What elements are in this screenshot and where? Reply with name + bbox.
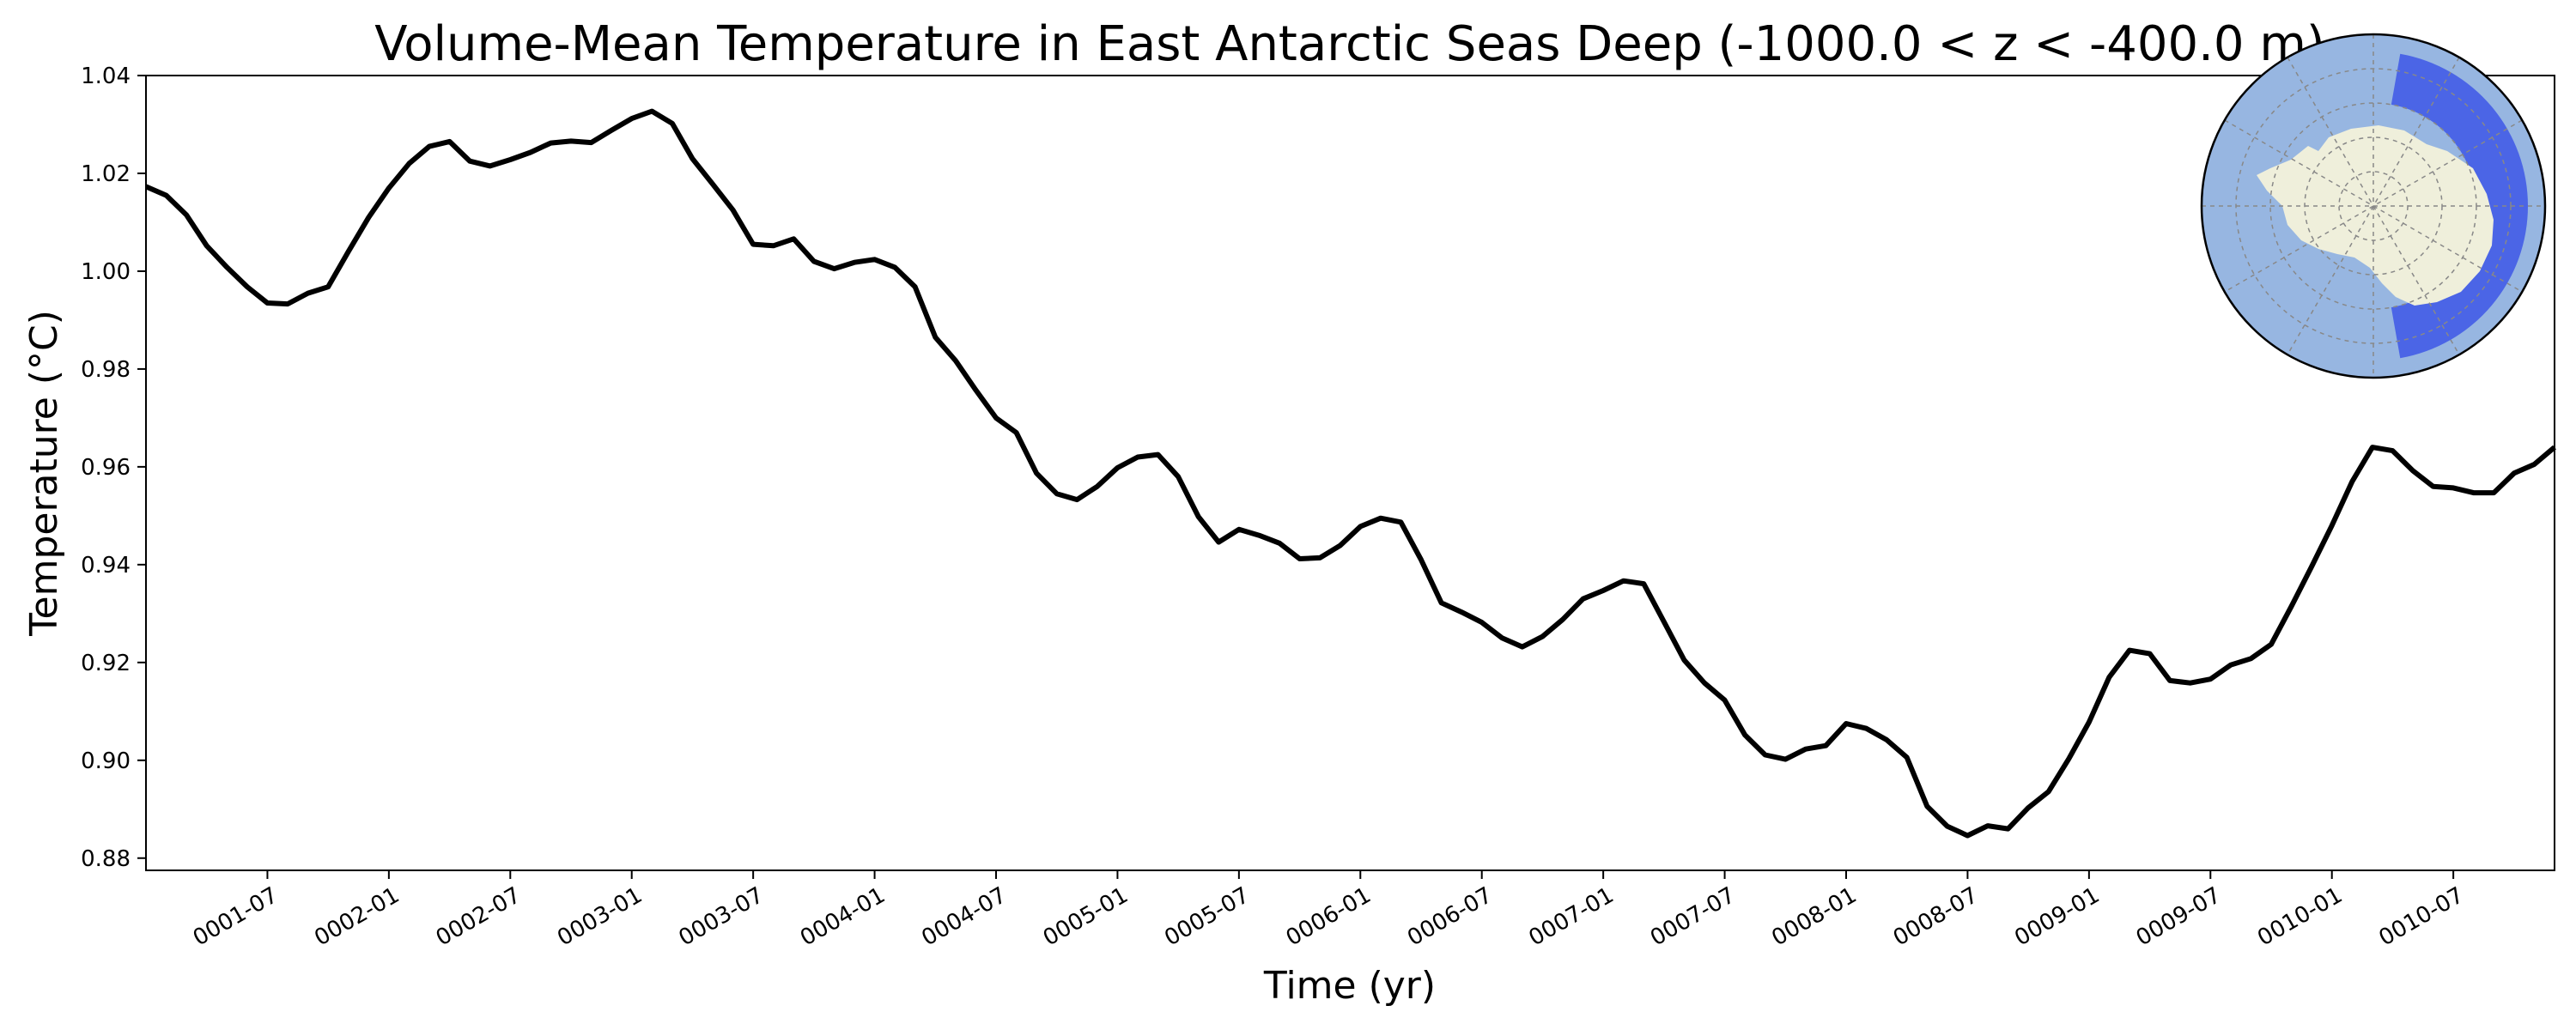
x-tick-label: 0007-01	[1525, 882, 1619, 951]
x-tick-label: 0008-07	[1889, 882, 1983, 951]
x-tick-label: 0010-01	[2253, 882, 2347, 951]
x-tick-label: 0004-07	[917, 882, 1011, 951]
x-tick-label: 0010-07	[2375, 882, 2469, 951]
x-tick-label: 0004-01	[796, 882, 890, 951]
highlighted-region	[2391, 53, 2529, 359]
y-tick-label: 1.04	[81, 64, 131, 89]
y-tick-label: 0.98	[81, 357, 131, 383]
chart-title: Volume-Mean Temperature in East Antarcti…	[374, 16, 2324, 72]
y-tick-label: 1.00	[81, 259, 131, 285]
inset-border	[2200, 33, 2547, 379]
y-tick-label: 0.94	[81, 553, 131, 579]
x-tick-label: 0007-07	[1646, 882, 1740, 951]
y-tick-label: 0.88	[81, 846, 131, 872]
plot-area: 0.88 0.90 0.92 0.94 0.96 0.98 1.00 1.02 1.04 0001…	[81, 64, 2556, 951]
y-tick-label: 1.02	[81, 161, 131, 187]
x-tick-label: 0009-07	[2132, 882, 2226, 951]
x-tick-label: 0005-01	[1039, 882, 1133, 951]
series-line-0	[144, 108, 2556, 839]
x-tick-label: 0006-01	[1282, 882, 1376, 951]
x-tick-label: 0008-01	[1767, 882, 1861, 951]
x-axis-label: Time (yr)	[1263, 964, 1436, 1008]
x-tick-label: 0001-07	[189, 882, 283, 951]
antarctica-land	[2257, 125, 2494, 306]
y-tick-label: 0.90	[81, 748, 131, 774]
plot-frame	[145, 75, 2555, 871]
inset-map-body	[2202, 34, 2545, 378]
region-inset-map	[2200, 33, 2547, 379]
inset-graticule	[2202, 34, 2545, 378]
x-tick-label: 0006-07	[1403, 882, 1497, 951]
y-axis-label: Temperature (°C)	[22, 310, 66, 637]
x-tick-label: 0005-07	[1160, 882, 1254, 951]
y-tick-label: 0.92	[81, 651, 131, 676]
y-tick-label: 0.96	[81, 455, 131, 481]
x-tick-label: 0003-07	[675, 882, 769, 951]
x-tick-label: 0002-07	[432, 882, 526, 951]
x-tick-label: 0009-01	[2010, 882, 2104, 951]
x-tick-label: 0002-01	[310, 882, 404, 951]
x-tick-label: 0003-01	[553, 882, 647, 951]
